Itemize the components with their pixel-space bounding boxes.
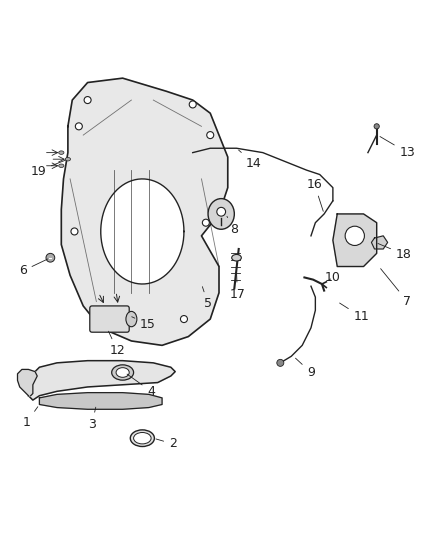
Polygon shape [18, 369, 37, 395]
Text: 6: 6 [19, 259, 48, 277]
Text: 10: 10 [325, 271, 341, 284]
Text: 19: 19 [30, 160, 65, 177]
Circle shape [345, 226, 364, 246]
Ellipse shape [65, 157, 71, 161]
Polygon shape [61, 78, 228, 345]
Text: 7: 7 [381, 269, 411, 308]
Text: 5: 5 [202, 287, 212, 310]
Text: 4: 4 [127, 374, 155, 398]
Text: 2: 2 [156, 438, 177, 450]
Text: 14: 14 [239, 150, 262, 170]
Circle shape [84, 96, 91, 103]
Circle shape [277, 359, 284, 366]
Ellipse shape [232, 254, 241, 261]
Ellipse shape [59, 151, 64, 155]
Circle shape [189, 101, 196, 108]
Text: 16: 16 [307, 177, 323, 211]
Circle shape [46, 253, 55, 262]
Text: 1: 1 [22, 407, 38, 430]
Text: 3: 3 [88, 407, 96, 431]
FancyBboxPatch shape [90, 306, 129, 332]
Text: 13: 13 [380, 136, 415, 159]
Ellipse shape [59, 164, 64, 167]
Text: 12: 12 [109, 331, 125, 357]
Polygon shape [333, 214, 377, 266]
Circle shape [75, 123, 82, 130]
Polygon shape [101, 179, 184, 284]
Ellipse shape [208, 199, 234, 229]
Text: 11: 11 [339, 303, 369, 324]
Text: 17: 17 [230, 273, 245, 301]
Ellipse shape [112, 365, 134, 380]
Text: 8: 8 [227, 216, 238, 236]
Polygon shape [28, 361, 175, 400]
Ellipse shape [126, 311, 137, 327]
Ellipse shape [131, 430, 154, 447]
Ellipse shape [116, 368, 129, 377]
Circle shape [217, 207, 226, 216]
Text: 15: 15 [132, 317, 156, 331]
Text: 9: 9 [296, 358, 315, 379]
Circle shape [71, 228, 78, 235]
Circle shape [374, 124, 379, 129]
Ellipse shape [134, 432, 151, 444]
Circle shape [180, 316, 187, 322]
Circle shape [202, 219, 209, 226]
Circle shape [102, 307, 109, 314]
Polygon shape [39, 393, 162, 409]
Polygon shape [371, 236, 388, 249]
Circle shape [207, 132, 214, 139]
Text: 18: 18 [378, 244, 412, 261]
